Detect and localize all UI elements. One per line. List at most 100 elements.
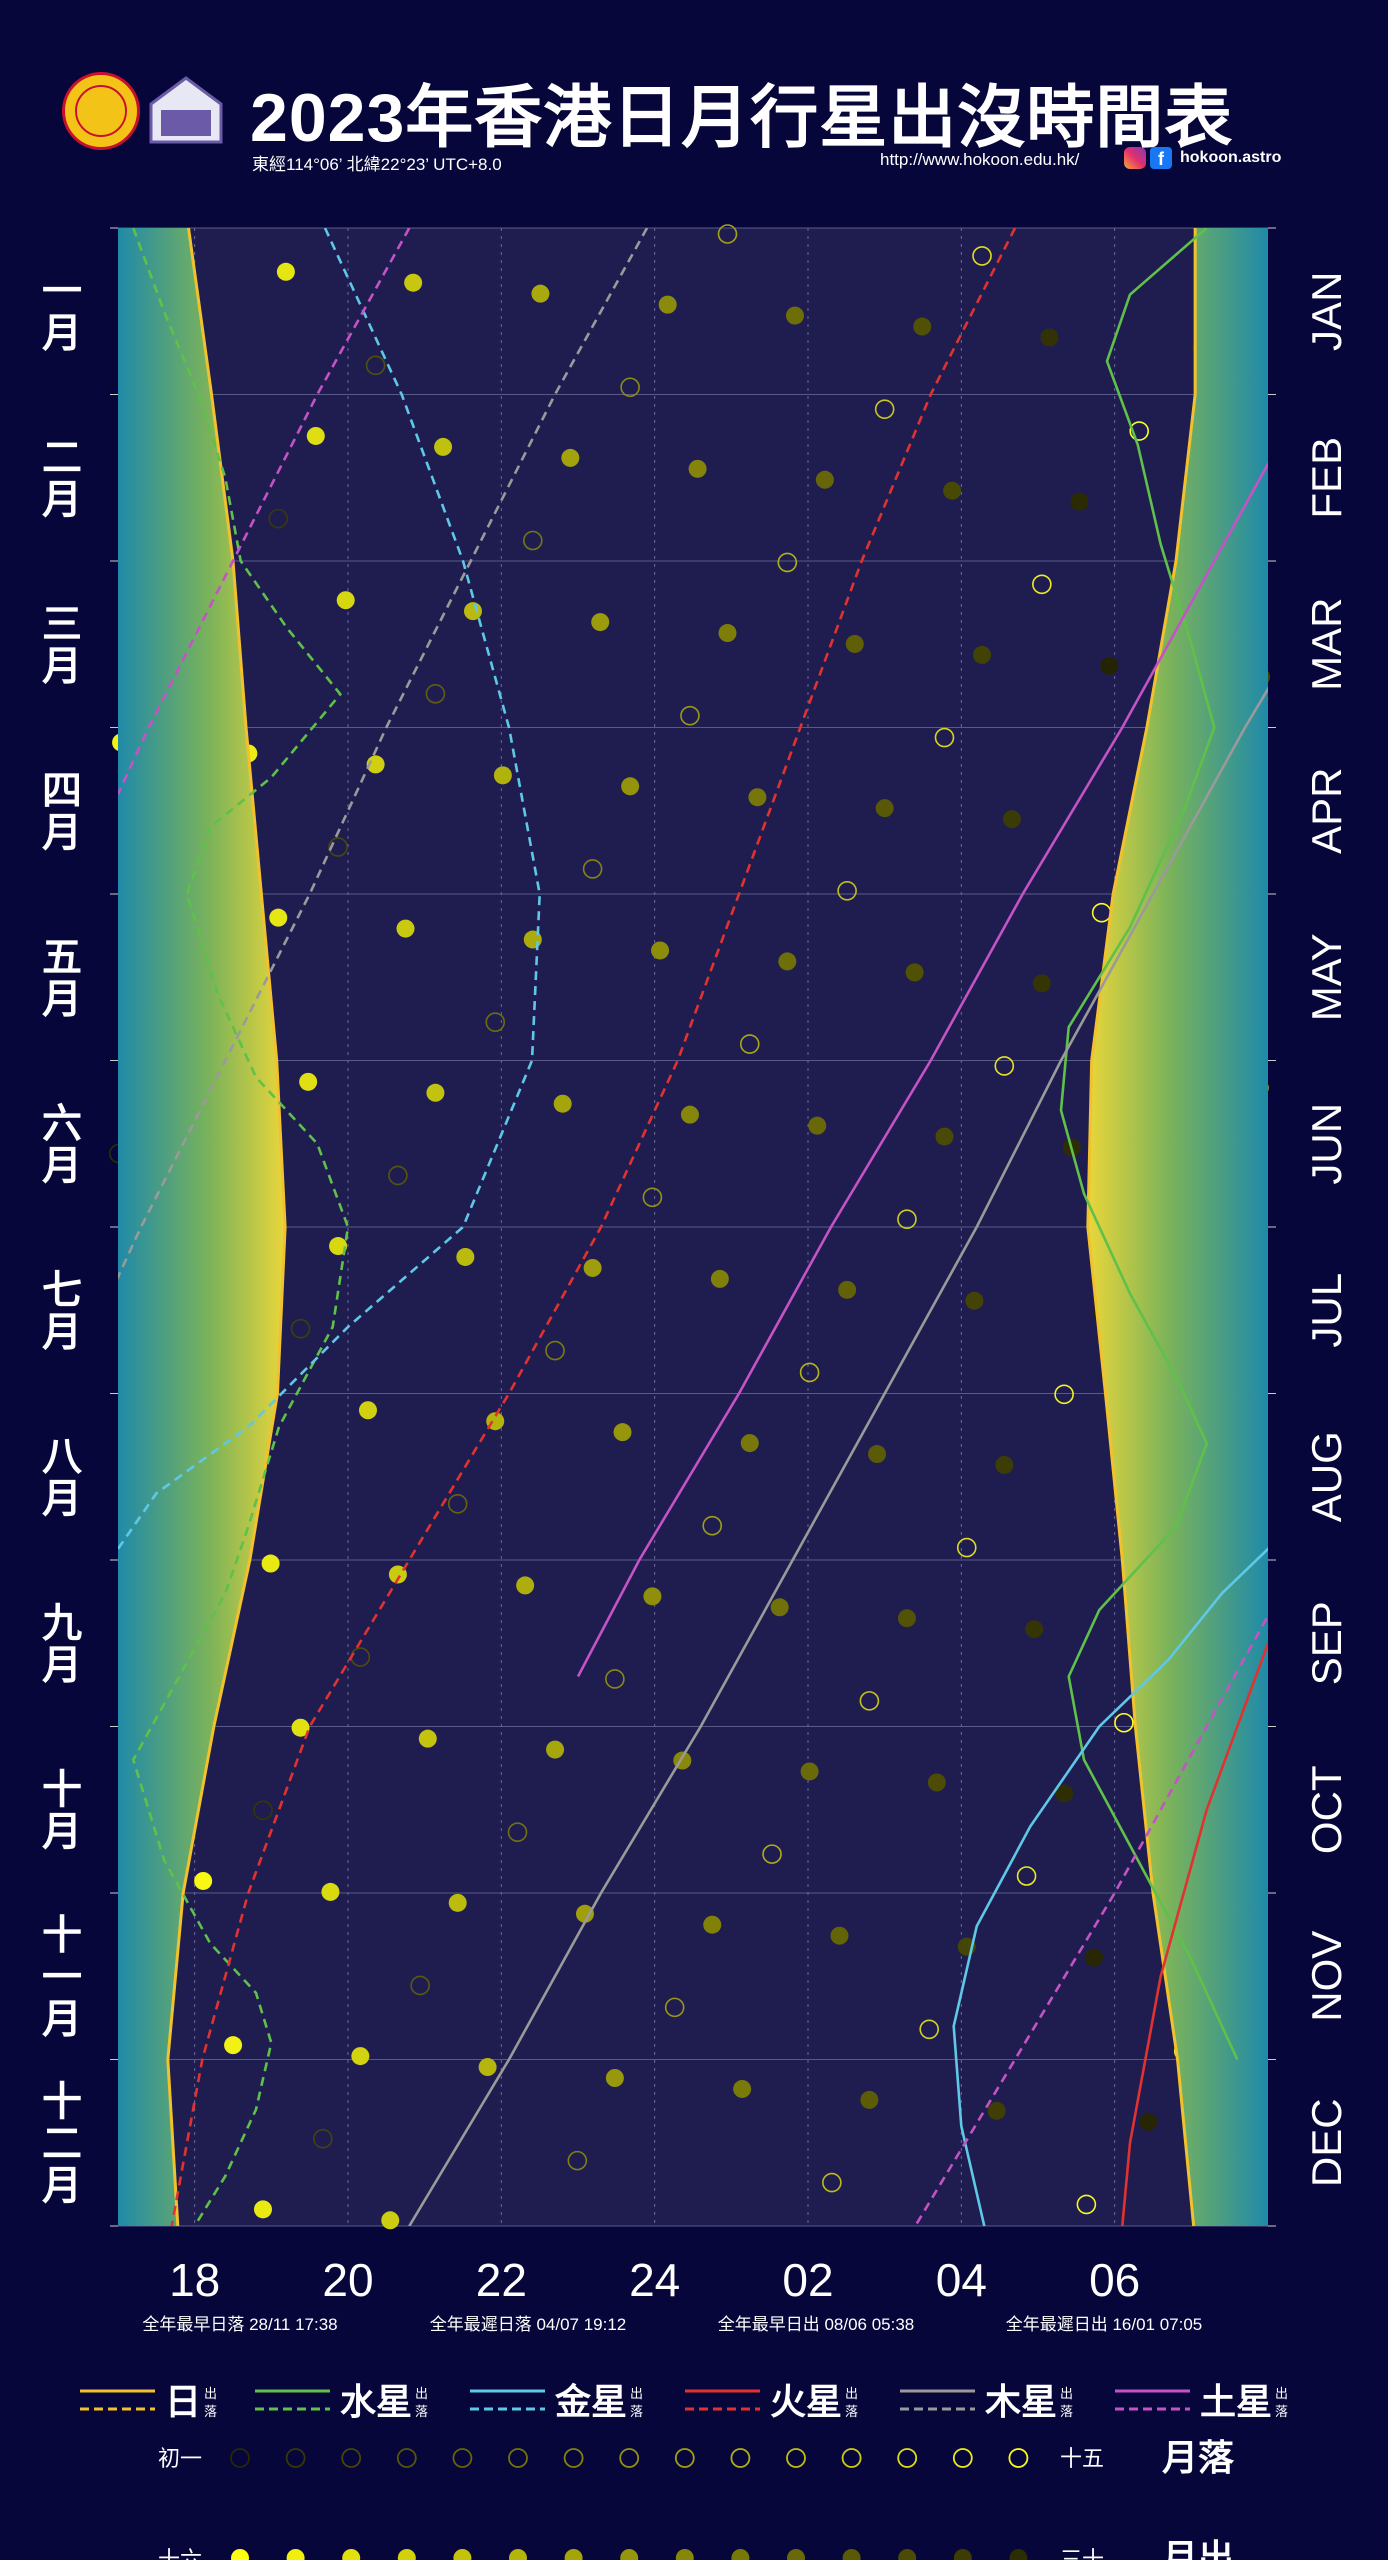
moonset-ring [425, 683, 446, 704]
month-label-chinese: 七月 [42, 1267, 82, 1355]
legend-set-word: 落 [1060, 2404, 1073, 2419]
moonrise-dot [224, 2036, 243, 2055]
legend-set-word: 落 [630, 2404, 643, 2419]
moonrise-dot [830, 1926, 849, 1945]
month-label-chinese: 一月 [42, 268, 82, 356]
moonset-ring [897, 1209, 917, 1230]
planet-set-line [914, 1612, 1268, 2226]
moonrise-dot [583, 1258, 602, 1277]
moonset-ring [447, 1494, 468, 1514]
moonset-label: 月落 [1162, 2437, 1235, 2478]
month-label-char: 月 [42, 1143, 82, 1189]
moonset-ring [664, 1997, 685, 2018]
month-label-char: 月 [42, 1996, 82, 2042]
moonrise-dot [561, 448, 580, 467]
moonset-ring [739, 1034, 760, 1054]
moonset-ring [777, 552, 798, 573]
month-label-char: 七 [42, 1267, 82, 1313]
legend-label: 土星 [1200, 2381, 1272, 2422]
legend-label: 日 [165, 2381, 201, 2422]
sun-bands [118, 227, 1268, 2227]
legend-rise-word: 出 [1275, 2386, 1288, 2401]
month-label-char: 五 [42, 934, 82, 980]
legend-moonset-ring [563, 2448, 584, 2468]
moonset-ring [507, 1822, 528, 1843]
location-coords: 東經114°06’ 北緯22°23’ UTC+8.0 [252, 155, 502, 174]
month-label-char: 月 [42, 1809, 82, 1855]
month-label-char: 月 [42, 310, 82, 356]
moonrise-dot [905, 963, 924, 982]
moonset-ring [799, 1362, 820, 1383]
legend-set-word: 落 [415, 2404, 428, 2419]
moonrise-dot [995, 1455, 1014, 1474]
phase-mid-label: 十五 [1060, 2446, 1104, 2471]
x-tick-label: 04 [936, 2254, 987, 2306]
planet-set-line [170, 228, 1017, 2226]
x-tick-label: 22 [476, 2254, 527, 2306]
phase-start-label: 初一 [158, 2446, 202, 2471]
month-label-english: AUG [1303, 1431, 1350, 1522]
moonrise-dot [605, 2069, 624, 2087]
moonset-ring [994, 1056, 1015, 1076]
moonrise-dot [658, 295, 677, 314]
month-label-char: 二 [42, 2121, 82, 2167]
month-label-char: 月 [42, 477, 82, 523]
legend-rise-word: 出 [845, 2386, 858, 2401]
legend-moonset-ring [341, 2448, 362, 2468]
moonset-ring [268, 508, 289, 529]
legend-moonrise-dot [953, 2549, 972, 2560]
moonset-ring [680, 705, 700, 726]
month-label-english: OCT [1303, 1765, 1350, 1854]
website-link[interactable]: http://www.hokoon.edu.hk/ [880, 150, 1080, 169]
moonset-ring [1076, 2194, 1097, 2215]
moonset-ring [485, 1012, 506, 1032]
legend-set-word: 落 [845, 2404, 858, 2419]
moonset-ring [1114, 1712, 1134, 1733]
month-label-english: FEB [1303, 437, 1350, 519]
moonset-ring [290, 1318, 311, 1339]
moonset-ring [934, 727, 955, 748]
x-tick-label: 18 [169, 2254, 220, 2306]
header: 2023年香港日月行星出沒時間表 東經114°06’ 北緯22°23’ UTC+… [0, 0, 1388, 200]
legend-moonset-ring [619, 2448, 640, 2468]
moonset-ring [365, 355, 386, 376]
legend-moonset-ring [508, 2448, 528, 2468]
planet-rise-line [576, 461, 1268, 1678]
legend-moonrise-dot [397, 2549, 416, 2560]
moonrise-dot [943, 481, 962, 500]
planet-set-line [131, 228, 350, 2226]
moonset-ring [717, 224, 738, 244]
sun-extreme-note: 全年最遲日出 16/01 07:05 [1006, 2315, 1203, 2334]
legend-set-word: 落 [1275, 2404, 1288, 2419]
legend-moonrise-dot [620, 2549, 639, 2560]
month-label-chinese: 八月 [42, 1434, 83, 1522]
moonrise-dot [434, 437, 453, 456]
moonset-ring [410, 1975, 430, 1996]
social-links: f hokoon.astro [1124, 146, 1281, 170]
moonrise-dot [276, 262, 295, 281]
month-label-char: 十 [42, 2079, 82, 2125]
moonrise-dot [253, 2200, 272, 2219]
sunset-band [118, 228, 286, 2226]
moonrise-dot [778, 952, 797, 971]
facebook-icon[interactable]: f [1150, 147, 1172, 169]
moonset-ring [837, 881, 857, 901]
planet-rise-line [408, 686, 1268, 2226]
sun-extreme-note: 全年最早日落 28/11 17:38 [142, 2315, 337, 2334]
x-tick-label: 06 [1089, 2254, 1140, 2306]
moonrise-dot [965, 1291, 984, 1310]
moonset-ring [253, 1800, 273, 1821]
legend-moonrise-dot [898, 2549, 917, 2560]
moonrise-dot [261, 1554, 280, 1573]
moonset-ring [522, 530, 543, 551]
moonset-ring [388, 1165, 408, 1186]
month-label-chinese: 四月 [42, 768, 82, 856]
month-label-english: MAR [1303, 598, 1350, 691]
legend-moonrise-dot [286, 2549, 305, 2560]
month-label-char: 六 [42, 1101, 82, 1147]
instagram-icon[interactable] [1124, 147, 1146, 169]
moonrise-dot [463, 602, 482, 621]
moonset-ring [328, 837, 348, 857]
moonrise-dot [478, 2058, 497, 2077]
legend-moonrise-dot [231, 2549, 249, 2560]
